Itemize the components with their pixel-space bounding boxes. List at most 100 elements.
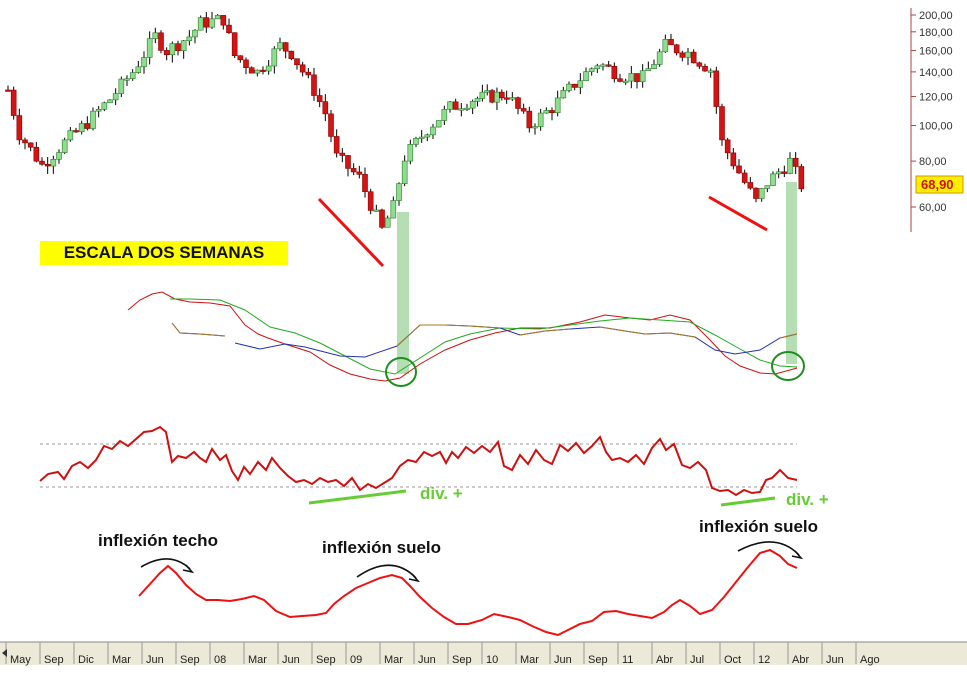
candle-body-down xyxy=(339,152,346,156)
scroll-left-icon[interactable] xyxy=(2,649,7,657)
candle-body-down xyxy=(22,139,28,144)
candle-body-up xyxy=(566,83,572,91)
candle-body-down xyxy=(571,83,578,88)
candle-body-up xyxy=(197,17,204,31)
time-tick-label: 10 xyxy=(486,654,498,666)
price-candles xyxy=(5,12,805,229)
candle-body-down xyxy=(333,136,340,154)
candle-body-down xyxy=(84,123,91,129)
candle-body-down xyxy=(702,65,708,72)
candle-body-down xyxy=(526,110,533,129)
candle-body-down xyxy=(288,50,295,59)
candle-body-down xyxy=(379,209,385,228)
candle-body-up xyxy=(458,108,465,111)
time-tick-label: 12 xyxy=(758,654,770,666)
candle-body-up xyxy=(384,217,391,228)
time-axis-bg xyxy=(0,642,967,665)
last-price-badge-bg xyxy=(915,175,964,194)
time-tick-label: Mar xyxy=(520,654,539,666)
candle-body-up xyxy=(464,107,470,110)
price-tick-label: 80,00 xyxy=(919,156,947,168)
time-tick-label: 11 xyxy=(622,654,633,666)
candle-body-up xyxy=(265,65,272,72)
time-tick-label: Jun xyxy=(554,654,572,666)
highlight-band-2012 xyxy=(786,182,797,364)
candle-body-up xyxy=(152,32,159,39)
candle-body-up xyxy=(78,123,85,132)
arrow-head-suelo-2 xyxy=(791,550,804,560)
candle-body-up xyxy=(651,64,657,69)
candle-body-down xyxy=(617,78,623,82)
candle-body-up xyxy=(407,144,414,162)
arrow-head-techo xyxy=(182,564,195,574)
candle-body-up xyxy=(180,40,187,51)
candle-body-up xyxy=(118,78,125,94)
candle-body-up xyxy=(509,97,516,100)
candle-body-down xyxy=(753,187,759,199)
price-axis: 200,00 180,00 160,00 140,00 120,00 100,00 80,0… xyxy=(911,10,953,214)
candle-body-up xyxy=(390,200,397,219)
candle-body-down xyxy=(668,39,674,46)
candle-body-down xyxy=(311,74,317,96)
candle-body-up xyxy=(209,18,215,28)
time-tick-label: Sep xyxy=(588,654,608,666)
candle-body-up xyxy=(418,136,425,139)
candle-body-up xyxy=(146,38,153,58)
candle-body-down xyxy=(322,101,329,115)
price-tick-label: 140,00 xyxy=(919,67,953,79)
div-label-right: div. + xyxy=(786,490,829,509)
time-tick-label: Mar xyxy=(384,654,403,666)
time-tick-label: Mar xyxy=(248,654,267,666)
scale-label: ESCALA DOS SEMANAS xyxy=(40,241,288,265)
candle-body-up xyxy=(775,171,782,175)
candle-body-up xyxy=(413,138,419,145)
candle-body-down xyxy=(362,174,368,193)
candle-body-down xyxy=(248,67,255,74)
candle-body-down xyxy=(741,172,748,183)
div-line-left xyxy=(308,489,407,505)
candle-body-up xyxy=(685,51,691,58)
candle-body-up xyxy=(494,91,500,103)
candle-body-up xyxy=(90,110,96,129)
candle-body-down xyxy=(781,171,788,174)
candle-body-down xyxy=(10,89,17,116)
candle-body-up xyxy=(764,185,771,189)
candle-body-up xyxy=(770,173,776,186)
candle-body-down xyxy=(237,55,244,61)
time-tick-label: Sep xyxy=(452,654,472,666)
candle-body-down xyxy=(203,17,210,28)
candle-body-down xyxy=(489,90,495,103)
ma-fast-line xyxy=(127,291,798,382)
candle-body-down xyxy=(356,171,363,175)
candle-body-down xyxy=(316,95,323,102)
candle-body-up xyxy=(271,48,278,67)
candle-body-down xyxy=(605,64,612,67)
candle-body-up xyxy=(254,69,261,74)
candle-body-down xyxy=(260,69,266,72)
candle-body-up xyxy=(469,101,476,109)
indicator-panel-2 xyxy=(39,425,798,507)
candle-body-down xyxy=(747,182,754,189)
last-price-text: 68,90 xyxy=(921,177,954,192)
candle-body-up xyxy=(61,139,68,153)
oscillator-line xyxy=(39,425,798,497)
ma-medium-line xyxy=(170,298,798,375)
ma-slow-line xyxy=(171,322,798,358)
candle-body-down xyxy=(350,168,357,173)
candle-body-up xyxy=(554,97,561,113)
candle-body-up xyxy=(628,73,635,82)
candle-body-up xyxy=(537,112,544,127)
candle-body-down xyxy=(798,166,805,190)
candle-body-down xyxy=(220,15,227,26)
div-label-left: div. + xyxy=(420,484,463,503)
candle-body-up xyxy=(577,80,584,88)
price-tick-label: 180,00 xyxy=(919,27,953,39)
highlight-band-2009 xyxy=(397,212,409,374)
candle-body-up xyxy=(95,108,102,112)
candle-body-down xyxy=(690,51,697,64)
time-tick-label: Dic xyxy=(78,654,94,666)
time-tick-label: Jun xyxy=(826,654,844,666)
time-tick-label: Sep xyxy=(180,654,200,666)
candle-body-down xyxy=(73,130,79,133)
candle-body-up xyxy=(484,90,491,93)
